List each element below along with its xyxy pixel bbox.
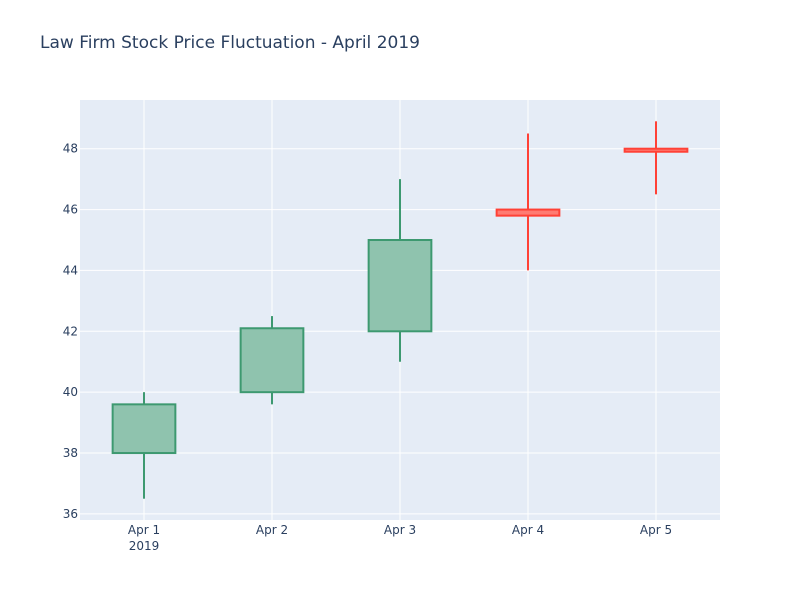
x-tick-label: Apr 2	[256, 523, 288, 537]
x-tick-label: Apr 4	[512, 523, 544, 537]
x-year-label: 2019	[129, 539, 160, 553]
y-tick-label: 46	[63, 203, 78, 217]
candle-body	[623, 147, 689, 153]
y-axis-ticks: 36 38 40 42 44 46 48	[63, 142, 78, 521]
candle-increasing	[111, 392, 177, 499]
candle-increasing	[239, 316, 305, 405]
x-axis-ticks: Apr 1 Apr 2 Apr 3 Apr 4 Apr 5 2019	[128, 523, 672, 553]
y-tick-label: 40	[63, 385, 78, 399]
x-tick-label: Apr 5	[640, 523, 672, 537]
y-tick-label: 42	[63, 324, 78, 338]
candles	[111, 121, 689, 499]
candle-increasing	[367, 179, 433, 362]
x-tick-label: Apr 3	[384, 523, 416, 537]
y-tick-label: 44	[63, 263, 78, 277]
candle-decreasing	[495, 133, 561, 271]
y-tick-label: 48	[63, 142, 78, 156]
candle-body	[495, 208, 561, 217]
y-tick-label: 38	[63, 446, 78, 460]
candle-body	[367, 239, 433, 333]
candle-body	[111, 403, 177, 455]
candle-body	[239, 327, 305, 394]
y-tick-label: 36	[63, 507, 78, 521]
x-tick-label: Apr 1	[128, 523, 160, 537]
chart-title: Law Firm Stock Price Fluctuation - April…	[40, 33, 420, 53]
candle-decreasing	[623, 121, 689, 195]
